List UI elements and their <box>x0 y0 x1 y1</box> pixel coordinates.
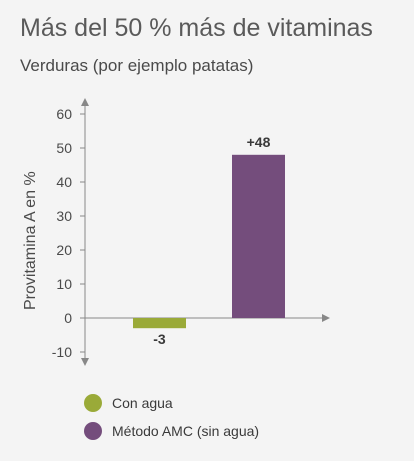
legend-item-metodo-amc: Método AMC (sin agua) <box>84 420 259 442</box>
y-tick-label: 30 <box>56 208 72 224</box>
y-tick-label: 20 <box>56 242 72 258</box>
bar-data-label: +48 <box>247 134 271 150</box>
bar-metodo-amc <box>232 154 285 318</box>
y-tick-label: -10 <box>52 344 72 360</box>
y-axis-label: Provitamina A en % <box>22 171 39 310</box>
bar-con-agua <box>133 318 186 329</box>
y-tick-label: 50 <box>56 140 72 156</box>
x-axis-arrow <box>322 314 330 322</box>
legend-label-metodo-amc: Método AMC (sin agua) <box>112 423 260 439</box>
y-tick-label: 0 <box>64 310 72 326</box>
y-axis-arrow-down <box>81 358 89 366</box>
chart-subtitle: Verduras (por ejemplo patatas) <box>20 56 254 75</box>
y-tick-label: 60 <box>56 106 72 122</box>
y-tick-label: 10 <box>56 276 72 292</box>
legend: Con agua Método AMC (sin agua) <box>84 392 259 448</box>
chart-title: Más del 50 % más de vitaminas <box>20 14 373 42</box>
legend-label-con-agua: Con agua <box>112 395 173 411</box>
y-axis-arrow-up <box>81 98 89 106</box>
legend-swatch-con-agua <box>84 394 102 412</box>
y-tick-label: 40 <box>56 174 72 190</box>
legend-swatch-metodo-amc <box>84 422 102 440</box>
legend-item-con-agua: Con agua <box>84 392 259 414</box>
bar-data-label: -3 <box>153 331 166 347</box>
